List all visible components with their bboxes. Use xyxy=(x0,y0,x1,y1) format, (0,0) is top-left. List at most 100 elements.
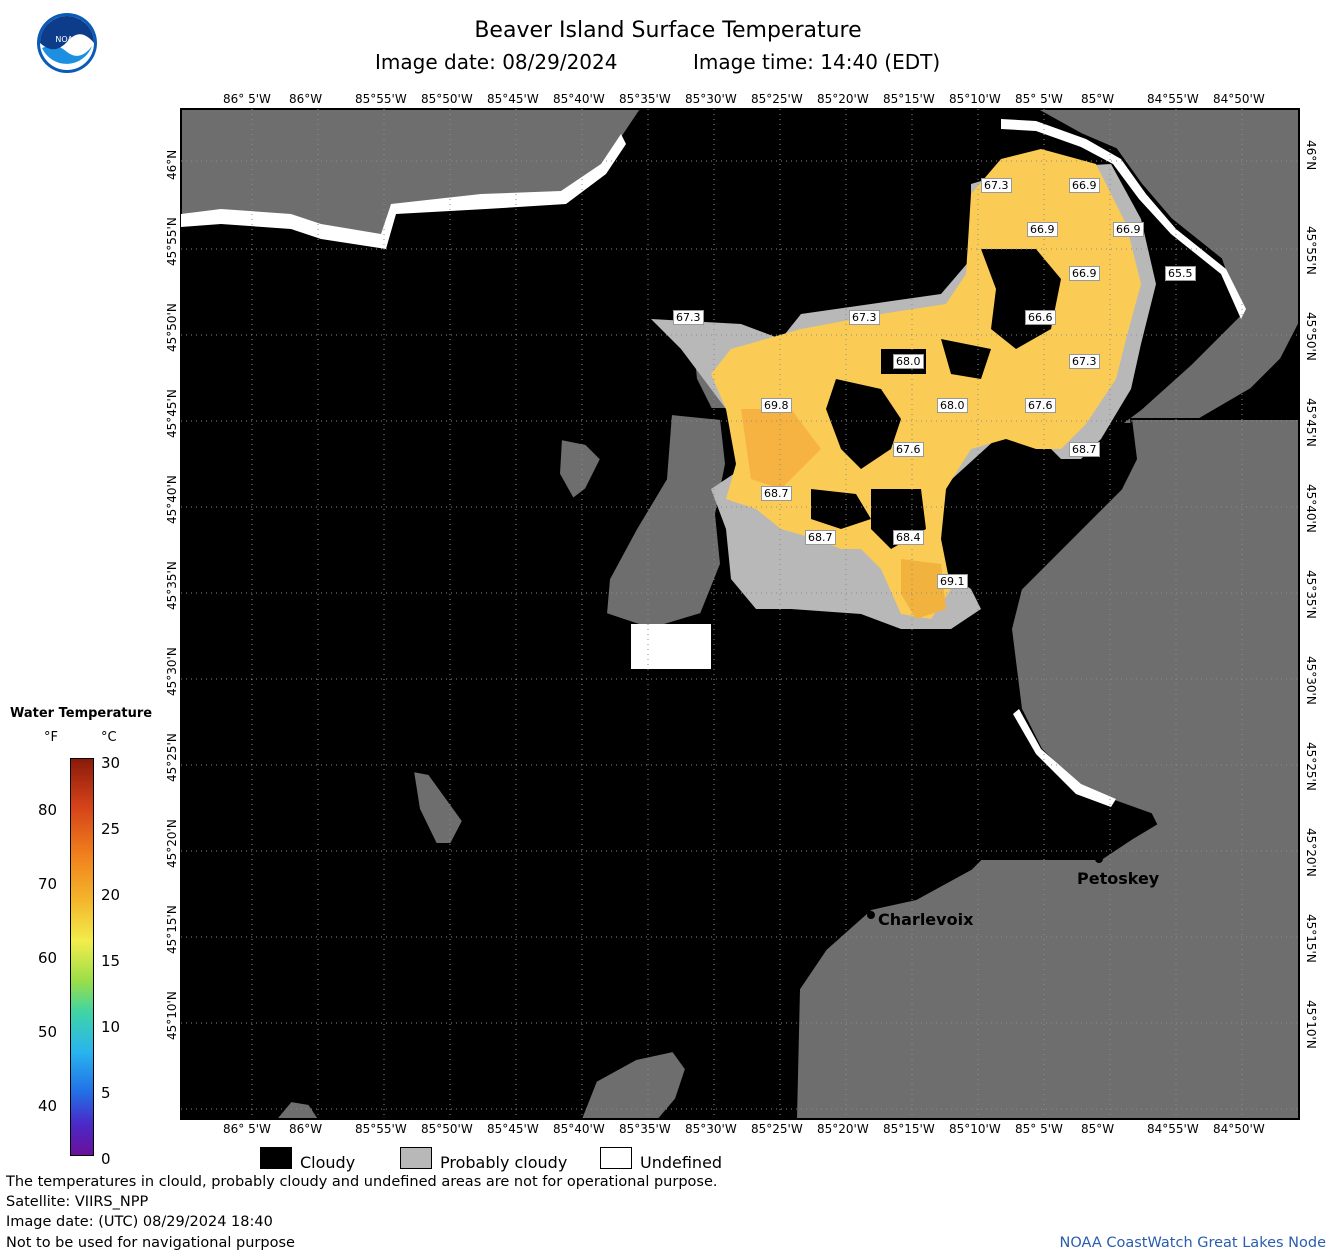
warm-water-core xyxy=(741,409,821,489)
land-upper-right xyxy=(1033,109,1299,425)
legend-unit-f: °F xyxy=(44,730,58,745)
noaa-logo: NOAA xyxy=(36,12,98,74)
lon-tick-label: 84°55'W xyxy=(1147,92,1199,106)
lon-tick-label: 85°10'W xyxy=(949,92,1001,106)
lon-tick-label: 85°30'W xyxy=(685,1122,737,1136)
lon-tick-label: 85°25'W xyxy=(751,92,803,106)
lat-tick-label: 45°25'N xyxy=(165,733,179,782)
lon-tick-label: 85°15'W xyxy=(883,1122,935,1136)
temp-label: 67.3 xyxy=(981,178,1012,193)
lat-tick-label: 45°50'N xyxy=(1304,312,1318,361)
legend-f-tick: 80 xyxy=(38,801,58,819)
lon-tick-label: 85°35'W xyxy=(619,1122,671,1136)
lon-tick-label: 86°W xyxy=(289,92,323,106)
temp-label: 67.6 xyxy=(893,442,924,457)
temp-label: 68.0 xyxy=(893,354,924,369)
lon-tick-label: 85°30'W xyxy=(685,92,737,106)
petoskey-marker xyxy=(1095,855,1103,863)
temp-label: 65.5 xyxy=(1165,266,1196,281)
legend-c-tick: 15 xyxy=(101,952,121,970)
page-title: Beaver Island Surface Temperature xyxy=(474,18,862,43)
temp-label: 67.3 xyxy=(849,310,880,325)
temp-label: 68.0 xyxy=(937,398,968,413)
lat-tick-label: 45°20'N xyxy=(165,819,179,868)
undefined-fringe-left xyxy=(181,134,626,249)
lon-tick-label: 85°40'W xyxy=(553,1122,605,1136)
lat-tick-label: 45°30'N xyxy=(1304,656,1318,705)
island-north-fox xyxy=(411,769,465,845)
undefined-fringe-lower xyxy=(1013,709,1116,807)
island-small-1 xyxy=(557,437,603,501)
lon-tick-label: 85°50'W xyxy=(421,92,473,106)
land-lower-right xyxy=(794,418,1299,1119)
image-date: Image date: 08/29/2024 xyxy=(375,50,618,74)
lon-tick-label: 86°W xyxy=(289,1122,323,1136)
lon-tick-label: 85°45'W xyxy=(487,1122,539,1136)
legend-f-tick: 40 xyxy=(38,1097,58,1115)
lon-tick-label: 85°10'W xyxy=(949,1122,1001,1136)
key-cloudy-label: Cloudy xyxy=(300,1153,356,1172)
city-charlevoix: Charlevoix xyxy=(878,910,974,929)
logo-text: NOAA xyxy=(55,35,79,44)
land-bottom-mid xyxy=(579,1049,688,1119)
legend-c-tick: 10 xyxy=(101,1018,121,1036)
lat-tick-label: 45°15'N xyxy=(165,905,179,954)
temp-label: 67.3 xyxy=(673,310,704,325)
lat-tick-label: 45°50'N xyxy=(165,303,179,352)
lat-tick-label: 45°10'N xyxy=(165,991,179,1040)
legend-unit-c: °C xyxy=(101,730,117,745)
map-frame: 67.3 66.9 66.9 66.9 66.9 65.5 67.3 67.3 … xyxy=(180,108,1300,1120)
lon-tick-label: 85°55'W xyxy=(355,92,407,106)
undefined-patch-south xyxy=(631,624,711,669)
lon-tick-label: 85°25'W xyxy=(751,1122,803,1136)
footer-credit: NOAA CoastWatch Great Lakes Node xyxy=(1059,1235,1326,1251)
lon-tick-label: 85°55'W xyxy=(355,1122,407,1136)
temp-label: 68.7 xyxy=(805,530,836,545)
legend-c-tick: 5 xyxy=(101,1084,111,1102)
lon-tick-label: 85° 5'W xyxy=(1015,92,1063,106)
temp-label: 66.6 xyxy=(1025,310,1056,325)
lon-tick-label: 85°15'W xyxy=(883,92,935,106)
lon-tick-label: 85°20'W xyxy=(817,92,869,106)
legend-c-tick: 30 xyxy=(101,754,121,772)
map-grid xyxy=(181,109,1299,1119)
legend-title: Water Temperature xyxy=(10,706,153,721)
footer-utc-date: Image date: (UTC) 08/29/2024 18:40 xyxy=(6,1214,273,1230)
temp-label: 66.9 xyxy=(1069,266,1100,281)
image-time: Image time: 14:40 (EDT) xyxy=(693,50,941,74)
temp-label: 66.9 xyxy=(1069,178,1100,193)
temp-label: 69.8 xyxy=(761,398,792,413)
lon-tick-label: 85°W xyxy=(1081,92,1115,106)
temp-label: 66.9 xyxy=(1113,222,1144,237)
lat-tick-label: 45°10'N xyxy=(1304,1000,1318,1049)
lon-tick-label: 86° 5'W xyxy=(223,92,271,106)
beaver-island xyxy=(604,412,728,631)
footer-note: The temperatures in clould, probably clo… xyxy=(6,1174,718,1190)
temp-label: 69.1 xyxy=(937,574,968,589)
cloud-patch-1 xyxy=(826,379,901,469)
lat-tick-label: 45°40'N xyxy=(1304,484,1318,533)
legend-f-tick: 50 xyxy=(38,1023,58,1041)
lat-tick-label: 45°35'N xyxy=(1304,570,1318,619)
lon-tick-label: 84°50'W xyxy=(1213,1122,1265,1136)
lat-tick-label: 46°N xyxy=(165,149,179,180)
temp-label: 68.4 xyxy=(893,530,924,545)
lat-tick-label: 45°35'N xyxy=(165,561,179,610)
map-svg xyxy=(181,109,1299,1119)
temp-label: 67.6 xyxy=(1025,398,1056,413)
lon-tick-label: 85°40'W xyxy=(553,92,605,106)
lat-tick-label: 45°25'N xyxy=(1304,742,1318,791)
lat-tick-label: 46°N xyxy=(1304,140,1318,171)
key-probably-cloudy-label: Probably cloudy xyxy=(440,1153,568,1172)
key-probably-cloudy-swatch xyxy=(400,1147,432,1169)
temp-label: 68.7 xyxy=(1069,442,1100,457)
lon-tick-label: 85°20'W xyxy=(817,1122,869,1136)
key-cloudy-swatch xyxy=(260,1147,292,1169)
key-undefined-label: Undefined xyxy=(640,1153,723,1172)
key-undefined-swatch xyxy=(600,1147,632,1169)
lat-tick-label: 45°15'N xyxy=(1304,914,1318,963)
lon-tick-label: 85°W xyxy=(1081,1122,1115,1136)
lon-tick-label: 85°50'W xyxy=(421,1122,473,1136)
legend-c-tick: 20 xyxy=(101,886,121,904)
lat-tick-label: 45°45'N xyxy=(1304,398,1318,447)
